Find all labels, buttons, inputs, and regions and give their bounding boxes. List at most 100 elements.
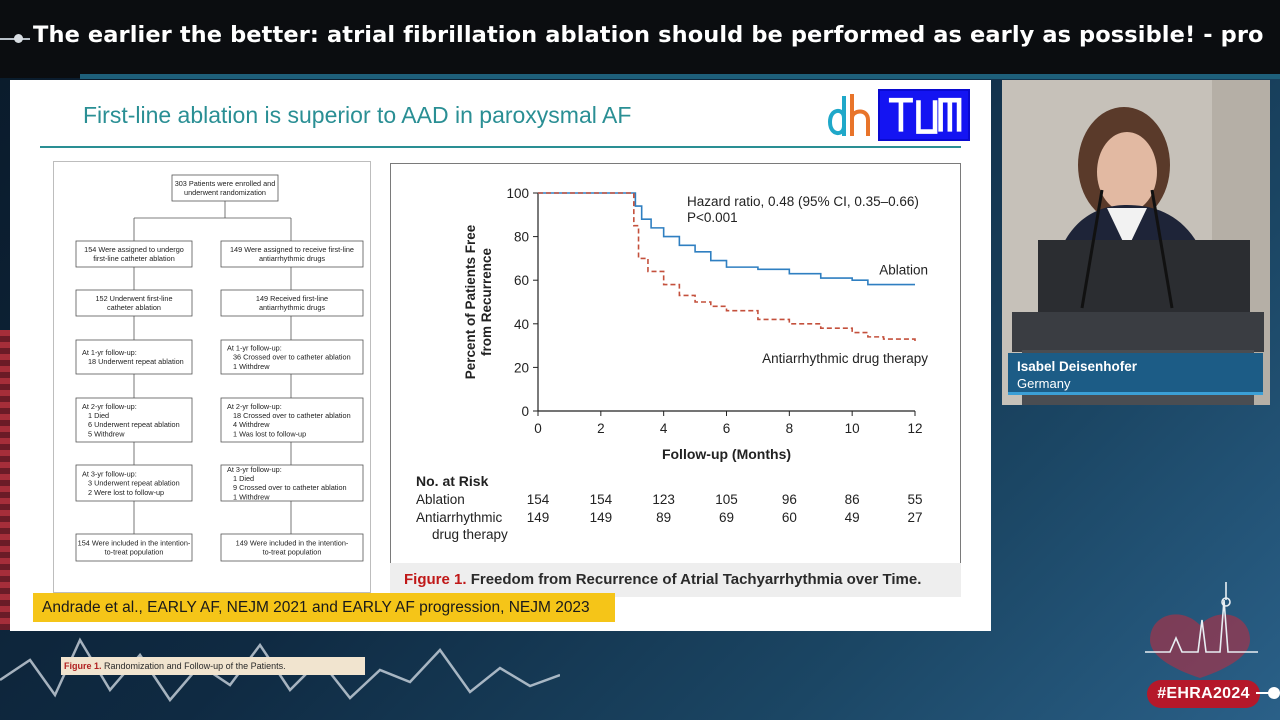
flow-left-3-box — [75, 339, 193, 375]
series-line-ablation — [538, 192, 915, 286]
x-tick-label: 2 — [597, 421, 605, 436]
decorative-stripe — [0, 330, 12, 630]
risk-value: 149 — [590, 510, 613, 525]
risk-value: 154 — [590, 492, 613, 507]
flow-left-2-text: 152 Underwent first-line — [95, 294, 172, 303]
timeline-end-dot — [1268, 687, 1280, 699]
flowchart-caption: Figure 1. Randomization and Follow-up of… — [61, 657, 365, 675]
slide-title: First-line ablation is superior to AAD i… — [83, 102, 632, 128]
x-tick-label: 6 — [723, 421, 731, 436]
flow-right-2-text: 149 Received first-line — [256, 294, 328, 303]
x-tick-label: 0 — [534, 421, 542, 436]
risk-row-label: Ablation — [416, 492, 465, 507]
flow-right-5-text: 1 Withdrew — [233, 492, 270, 501]
ehra-event-badge: #EHRA2024 — [1147, 680, 1260, 708]
hazard-ratio-annotation: Hazard ratio, 0.48 (95% CI, 0.35–0.66) — [687, 194, 919, 209]
flow-right-6-text: to-treat population — [263, 548, 322, 557]
flow-right-3-text: 36 Crossed over to catheter ablation — [233, 353, 351, 362]
risk-value: 60 — [782, 510, 797, 525]
risk-value: 96 — [782, 492, 797, 507]
flow-right-6-text: 149 Were included in the intention- — [236, 539, 349, 548]
ehra-city-skyline-logo — [1145, 582, 1258, 678]
series-label: Antiarrhythmic drug therapy — [762, 351, 928, 366]
flow-left-4-text: 6 Underwent repeat ablation — [88, 420, 180, 429]
risk-value: 149 — [527, 510, 550, 525]
p-value-annotation: P<0.001 — [687, 210, 738, 225]
flow-right-1-text: antiarrhythmic drugs — [259, 254, 325, 263]
flow-right-5-text: At 3-yr follow-up: — [227, 465, 282, 474]
speaker-country: Germany — [1017, 376, 1071, 391]
flow-left-5-text: 3 Underwent repeat ablation — [88, 479, 180, 488]
flow-left-4-text: At 2-yr follow-up: — [82, 402, 137, 411]
y-tick-label: 100 — [506, 186, 529, 201]
series-label: Ablation — [879, 263, 928, 278]
consort-flowchart: 303 Patients were enrolled andunderwent … — [75, 174, 364, 562]
flow-left-5-box — [75, 464, 193, 502]
y-axis-label: Percent of Patients Free — [463, 224, 478, 379]
flow-right-3-box — [220, 339, 364, 375]
risk-value: 49 — [845, 510, 860, 525]
x-axis-label: Follow-up (Months) — [662, 446, 791, 462]
flow-left-1-box — [75, 240, 193, 268]
x-tick-label: 4 — [660, 421, 668, 436]
flow-left-1-text: first-line catheter ablation — [93, 254, 175, 263]
speaker-lower-third — [1008, 353, 1263, 395]
flow-top-text: 303 Patients were enrolled and — [175, 179, 276, 188]
y-tick-label: 40 — [514, 317, 529, 332]
y-tick-label: 80 — [514, 230, 529, 245]
flow-left-5-text: 2 Were lost to follow-up — [88, 488, 164, 497]
flow-left-5-text: At 3-yr follow-up: — [82, 469, 137, 478]
x-tick-label: 12 — [907, 421, 922, 436]
flow-left-4-box — [75, 397, 193, 443]
flow-top-text: underwent randomization — [184, 188, 266, 197]
risk-value: 69 — [719, 510, 734, 525]
y-tick-label: 20 — [514, 360, 529, 375]
risk-value: 86 — [845, 492, 860, 507]
flow-right-3-text: At 1-yr follow-up: — [227, 343, 282, 352]
flowchart-caption-label: Figure 1. — [64, 661, 102, 671]
session-title: The earlier the better: atrial fibrillat… — [33, 22, 1264, 48]
flow-right-5-text: 9 Crossed over to catheter ablation — [233, 483, 347, 492]
flow-right-5-text: 1 Died — [233, 474, 254, 483]
risk-value: 89 — [656, 510, 671, 525]
risk-value: 154 — [527, 492, 550, 507]
presentation-slide: First-line ablation is superior to AAD i… — [10, 80, 991, 675]
flow-right-4-box — [220, 397, 364, 443]
timeline-line-end — [1256, 692, 1270, 694]
risk-row-label: Antiarrhythmic — [416, 510, 503, 525]
flow-right-1-box — [220, 240, 364, 268]
kaplan-meier-chart: 0 20 40 60 80 100 0 2 4 6 8 10 12 Percent of Patients… — [416, 186, 928, 542]
flow-left-4-text: 1 Died — [88, 411, 109, 420]
flow-right-6-box — [220, 533, 364, 562]
flow-left-6-box — [75, 533, 193, 562]
flow-left-2-text: catheter ablation — [107, 303, 161, 312]
flow-right-2-text: antiarrhythmic drugs — [259, 303, 325, 312]
speaker-name: Isabel Deisenhofer — [1017, 359, 1138, 374]
slide-title-rule — [40, 146, 961, 148]
flow-right-1-text: 149 Were assigned to receive first-line — [230, 245, 354, 254]
kaplan-meier-panel: 0 20 40 60 80 100 0 2 4 6 8 10 12 Percent of Patients… — [390, 163, 961, 594]
session-title-bar: The earlier the better: atrial fibrillat… — [0, 0, 1280, 78]
flow-right-4-text: 18 Crossed over to catheter ablation — [233, 411, 351, 420]
speaker-video — [1002, 80, 1270, 405]
series-line-antiarrhythmic — [538, 192, 916, 342]
risk-value: 55 — [907, 492, 922, 507]
risk-row-label: drug therapy — [432, 527, 508, 542]
chart-caption-text: Freedom from Recurrence of Atrial Tachya… — [470, 571, 922, 588]
citation-box: Andrade et al., EARLY AF, NEJM 2021 and … — [33, 593, 615, 622]
dh-logo — [827, 94, 870, 136]
flowchart-caption-text: Randomization and Follow-up of the Patie… — [104, 661, 286, 671]
x-tick-label: 8 — [786, 421, 794, 436]
speaker-figure — [1002, 80, 1270, 405]
flow-right-4-text: 1 Was lost to follow-up — [233, 429, 306, 438]
flow-right-4-text: 4 Withdrew — [233, 420, 270, 429]
y-tick-label: 0 — [521, 404, 529, 419]
tum-logo — [878, 89, 970, 141]
flow-right-4-text: At 2-yr follow-up: — [227, 402, 282, 411]
risk-value: 123 — [652, 492, 675, 507]
flow-left-2-box — [75, 289, 193, 317]
y-axis-label: from Recurrence — [479, 247, 494, 356]
flow-left-1-text: 154 Were assigned to undergo — [84, 245, 184, 254]
risk-value: 105 — [715, 492, 738, 507]
consort-flowchart-panel: 303 Patients were enrolled and underwent … — [53, 161, 371, 675]
